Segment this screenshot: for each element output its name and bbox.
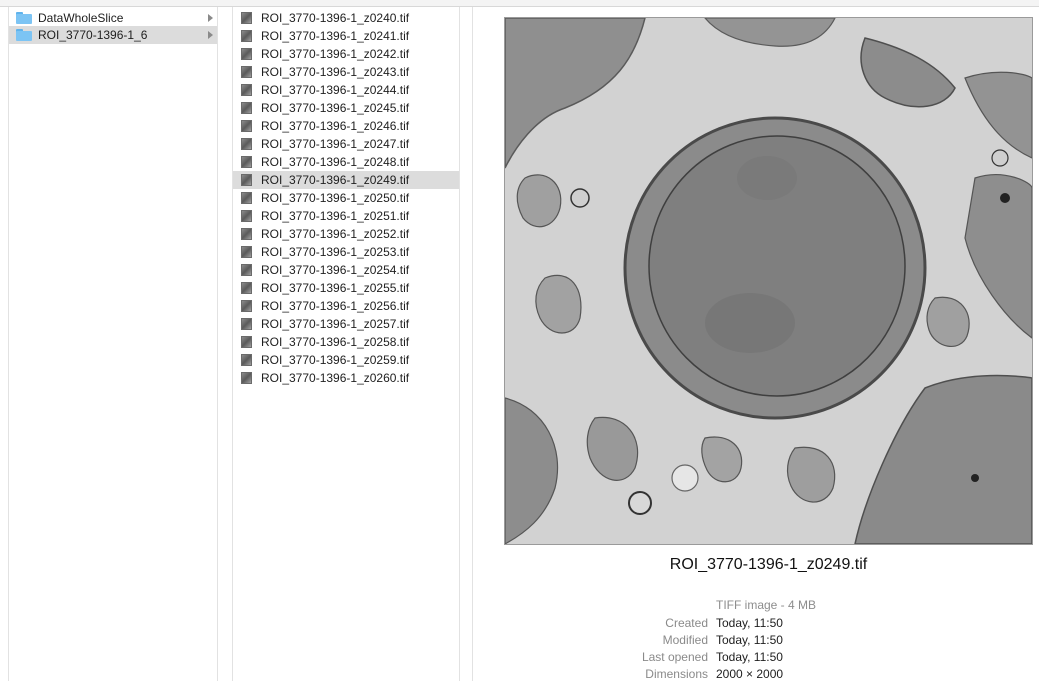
info-row-created: Created Today, 11:50 [560,616,860,633]
tiff-file-icon [241,264,252,276]
micrograph-thumbnail [505,18,1032,544]
info-value: Today, 11:50 [716,650,783,664]
file-label: ROI_3770-1396-1_z0250.tif [261,191,410,205]
file-list-item[interactable]: ROI_3770-1396-1_z0250.tif [233,189,459,207]
tiff-file-icon [241,174,252,186]
file-label: ROI_3770-1396-1_z0259.tif [261,353,410,367]
file-list-item[interactable]: ROI_3770-1396-1_z0255.tif [233,279,459,297]
tiff-file-icon [241,336,252,348]
file-label: ROI_3770-1396-1_z0256.tif [261,299,410,313]
file-label: ROI_3770-1396-1_z0249.tif [261,173,410,187]
tiff-file-icon [241,192,252,204]
info-key: Dimensions [645,667,708,681]
file-label: ROI_3770-1396-1_z0253.tif [261,245,410,259]
info-row-last-opened: Last opened Today, 11:50 [560,650,860,667]
file-label: ROI_3770-1396-1_z0246.tif [261,119,410,133]
tiff-file-icon [241,156,252,168]
file-label: ROI_3770-1396-1_z0257.tif [261,317,410,331]
file-label: ROI_3770-1396-1_z0244.tif [261,83,410,97]
tiff-file-icon [241,228,252,240]
file-list-item[interactable]: ROI_3770-1396-1_z0246.tif [233,117,459,135]
tiff-file-icon [241,354,252,366]
preview-filename: ROI_3770-1396-1_z0249.tif [669,556,868,573]
file-label: ROI_3770-1396-1_z0251.tif [261,209,410,223]
file-list-item[interactable]: ROI_3770-1396-1_z0260.tif [233,369,459,387]
file-label: ROI_3770-1396-1_z0254.tif [261,263,410,277]
folder-item-roi[interactable]: ROI_3770-1396-1_6 [9,26,217,44]
file-label: ROI_3770-1396-1_z0258.tif [261,335,410,349]
file-label: ROI_3770-1396-1_z0242.tif [261,47,410,61]
folder-icon [16,12,32,24]
file-list-item[interactable]: ROI_3770-1396-1_z0249.tif [233,171,459,189]
file-list-item[interactable]: ROI_3770-1396-1_z0245.tif [233,99,459,117]
file-list-item[interactable]: ROI_3770-1396-1_z0241.tif [233,27,459,45]
file-column[interactable]: ROI_3770-1396-1_z0240.tif ROI_3770-1396-1… [232,7,460,681]
file-label: ROI_3770-1396-1_z0248.tif [261,155,410,169]
file-list-item[interactable]: ROI_3770-1396-1_z0244.tif [233,81,459,99]
tiff-file-icon [241,48,252,60]
file-label: ROI_3770-1396-1_z0247.tif [261,137,410,151]
file-label: ROI_3770-1396-1_z0240.tif [261,11,410,25]
file-list-item[interactable]: ROI_3770-1396-1_z0258.tif [233,333,459,351]
file-label: ROI_3770-1396-1_z0252.tif [261,227,410,241]
chevron-right-icon [208,14,213,22]
info-value: Today, 11:50 [716,633,783,647]
file-label: ROI_3770-1396-1_z0243.tif [261,65,410,79]
folder-label: DataWholeSlice [38,11,124,25]
file-label: ROI_3770-1396-1_z0245.tif [261,101,410,115]
tiff-file-icon [241,372,252,384]
tiff-file-icon [241,12,252,24]
file-list-item[interactable]: ROI_3770-1396-1_z0251.tif [233,207,459,225]
info-row-modified: Modified Today, 11:50 [560,633,860,650]
tiff-file-icon [241,282,252,294]
tiff-file-icon [241,84,252,96]
tiff-file-icon [241,246,252,258]
file-list-item[interactable]: ROI_3770-1396-1_z0257.tif [233,315,459,333]
file-list-item[interactable]: ROI_3770-1396-1_z0252.tif [233,225,459,243]
info-key: Created [665,616,708,630]
file-list-item[interactable]: ROI_3770-1396-1_z0259.tif [233,351,459,369]
tiff-file-icon [241,102,252,114]
tiff-file-icon [241,120,252,132]
folder-column[interactable]: DataWholeSlice ROI_3770-1396-1_6 [8,7,218,681]
tiff-file-icon [241,300,252,312]
folder-item-datawholeslice[interactable]: DataWholeSlice [9,9,217,27]
info-key: Last opened [641,650,708,664]
file-list-item[interactable]: ROI_3770-1396-1_z0248.tif [233,153,459,171]
file-kind-size: TIFF image - 4 MB [716,598,817,612]
column-divider[interactable] [219,7,232,681]
file-list-item[interactable]: ROI_3770-1396-1_z0254.tif [233,261,459,279]
info-value: Today, 11:50 [716,616,783,630]
file-list-item[interactable]: ROI_3770-1396-1_z0243.tif [233,63,459,81]
window-top-edge [0,0,1039,7]
tiff-file-icon [241,138,252,150]
file-list-item[interactable]: ROI_3770-1396-1_z0247.tif [233,135,459,153]
file-list-item[interactable]: ROI_3770-1396-1_z0256.tif [233,297,459,315]
file-list-item[interactable]: ROI_3770-1396-1_z0240.tif [233,9,459,27]
file-list-item[interactable]: ROI_3770-1396-1_z0242.tif [233,45,459,63]
tiff-file-icon [241,318,252,330]
file-label: ROI_3770-1396-1_z0255.tif [261,281,410,295]
info-value: 2000 × 2000 [716,667,784,681]
tiff-file-icon [241,210,252,222]
file-list-item[interactable]: ROI_3770-1396-1_z0253.tif [233,243,459,261]
file-label: ROI_3770-1396-1_z0260.tif [261,371,410,385]
column-divider[interactable] [460,7,473,681]
tiff-file-icon [241,66,252,78]
folder-label: ROI_3770-1396-1_6 [38,28,148,42]
chevron-right-icon [208,31,213,39]
info-row-dimensions: Dimensions 2000 × 2000 [560,667,860,684]
folder-icon [16,29,32,41]
tiff-file-icon [241,30,252,42]
file-label: ROI_3770-1396-1_z0241.tif [261,29,410,43]
info-key: Modified [662,633,708,647]
image-preview[interactable] [504,17,1033,545]
